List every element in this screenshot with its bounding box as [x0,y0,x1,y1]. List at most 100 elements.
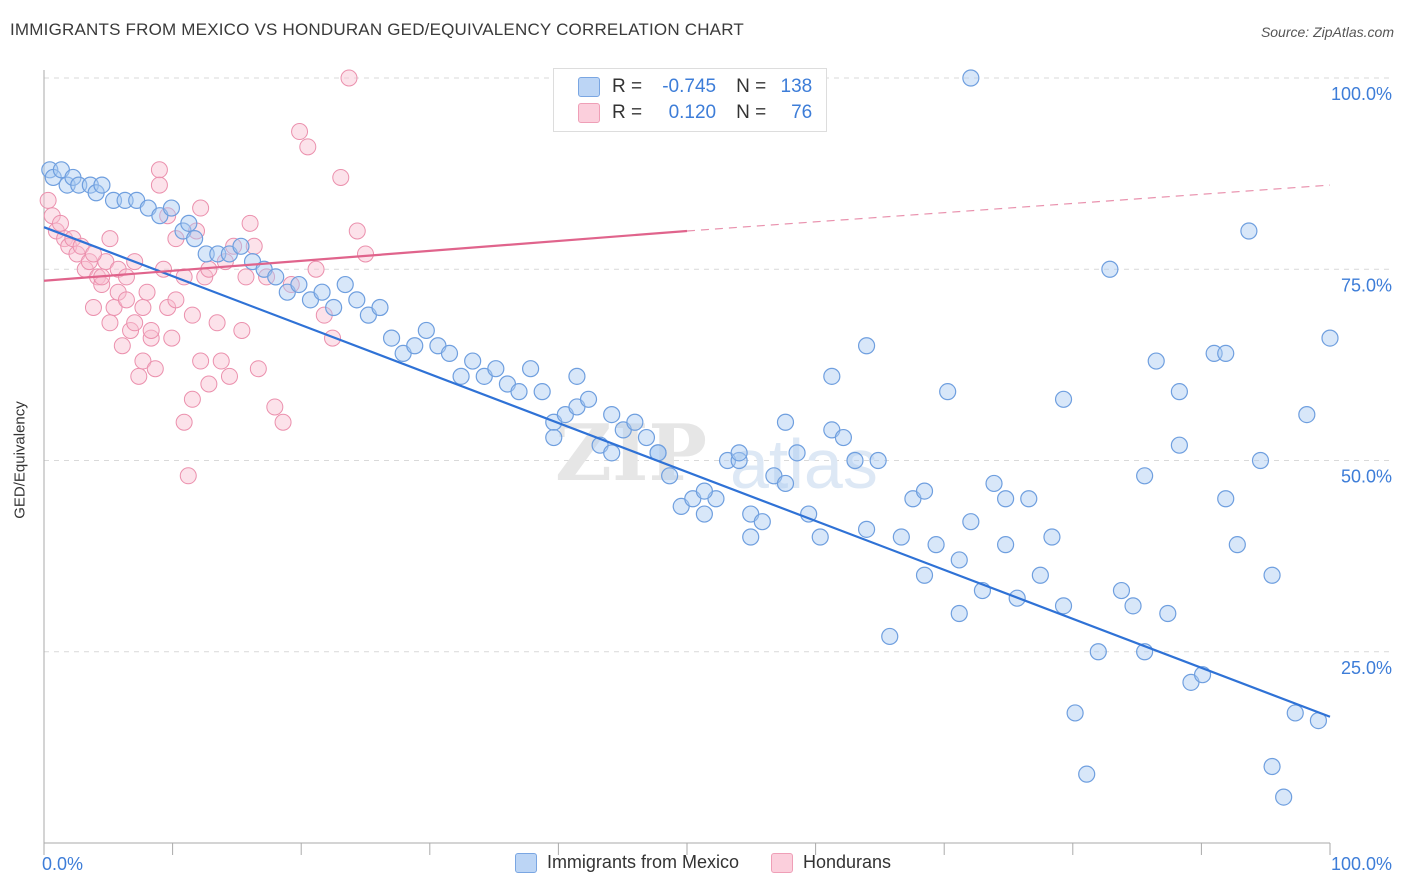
point-mexico [1112,581,1131,600]
point-hondurans [183,390,201,408]
point-mexico [1054,597,1073,615]
point-mexico [290,275,308,294]
point-mexico [1263,566,1281,584]
point-mexico [1298,406,1316,424]
point-mexico [545,428,563,447]
point-mexico [579,390,598,408]
point-mexico [776,474,795,493]
point-mexico [1263,757,1281,776]
point-hondurans [212,352,230,370]
point-mexico [788,444,806,462]
point-hondurans [340,69,358,87]
point-hondurans [142,321,160,339]
trend-line-hondurans-extension [686,184,1331,232]
point-mexico [1031,566,1049,584]
point-mexico [962,69,980,87]
point-hondurans [357,245,374,263]
legend-r-label: R = [612,102,643,123]
legend-n-value-hondurans: 76 [791,102,813,123]
legend-row-hondurans: R = 0.120 N = 76 [578,100,812,126]
point-mexico [939,383,957,401]
series-label-hondurans: Hondurans [802,852,892,872]
point-mexico [962,513,980,531]
series-label-mexico: Immigrants from Mexico [546,852,739,872]
point-hondurans [101,314,119,332]
point-mexico [997,536,1015,554]
legend-r-value-hondurans: 0.120 [668,102,717,123]
series-legend-mexico[interactable]: Immigrants from Mexico [514,852,739,873]
watermark-zip: ZIP [555,408,707,499]
point-mexico [892,528,910,546]
point-mexico [985,474,1003,493]
y-tick-label: 100.0% [1331,84,1392,104]
x-tick-label: 0.0% [42,854,83,874]
point-hondurans [274,413,292,431]
point-mexico [1170,436,1188,454]
point-mexico [1147,352,1165,370]
point-mexico [325,298,343,317]
point-mexico [336,275,354,294]
point-mexico [1020,490,1038,508]
point-hondurans [192,352,210,370]
point-mexico [730,444,748,462]
point-hondurans [208,314,226,332]
point-mexico [753,513,771,531]
point-mexico [603,406,621,424]
point-hondurans [113,337,131,355]
point-hondurans [117,268,135,286]
point-mexico [1159,604,1177,623]
point-mexico [1066,704,1084,722]
point-hondurans [51,214,69,232]
watermark-atlas: atlas [730,425,878,503]
series-legend: Immigrants from Mexico Hondurans [0,852,1406,873]
point-mexico [382,329,401,347]
point-mexico [1286,704,1304,722]
y-tick-label: 75.0% [1341,275,1392,295]
point-hondurans [130,367,148,385]
point-hondurans [237,268,255,286]
trend-line-mexico [43,226,1331,718]
point-mexico [406,337,424,355]
point-mexico [626,413,644,431]
point-hondurans [299,138,317,156]
point-mexico [1101,260,1119,278]
point-mexico [1217,344,1235,362]
point-mexico [857,520,876,538]
source-credit: Source: ZipAtlas.com [1260,24,1394,40]
y-tick-label: 50.0% [1341,467,1392,487]
series-legend-hondurans[interactable]: Hondurans [770,852,892,873]
point-mexico [1217,490,1235,508]
point-mexico [1228,536,1246,554]
point-mexico [521,360,540,378]
y-tick-label: 25.0% [1341,658,1392,678]
point-hondurans [192,199,210,217]
point-mexico [661,467,679,485]
point-mexico [232,237,250,255]
legend-swatch-hondurans [578,103,600,123]
point-mexico [1043,528,1061,546]
point-mexico [834,428,853,447]
point-hondurans [138,283,156,301]
point-hondurans [183,306,201,324]
point-mexico [742,528,760,546]
point-hondurans [146,360,164,378]
point-hondurans [84,299,102,316]
point-hondurans [126,314,144,332]
point-mexico [1136,467,1154,485]
point-mexico [776,413,795,431]
series-swatch-mexico [514,852,537,873]
point-mexico [533,383,551,401]
point-mexico [186,230,204,248]
point-mexico [800,505,818,523]
point-mexico [950,604,968,623]
point-mexico [568,367,586,385]
point-hondurans [249,360,267,378]
point-mexico [869,451,887,470]
point-mexico [371,298,389,317]
point-mexico [180,214,198,232]
point-mexico [417,321,435,340]
point-hondurans [200,375,218,393]
point-mexico [1251,451,1270,470]
correlation-legend: R = -0.745 N = 138 R = 0.120 N = 76 [553,68,827,132]
point-mexico [1078,765,1096,783]
